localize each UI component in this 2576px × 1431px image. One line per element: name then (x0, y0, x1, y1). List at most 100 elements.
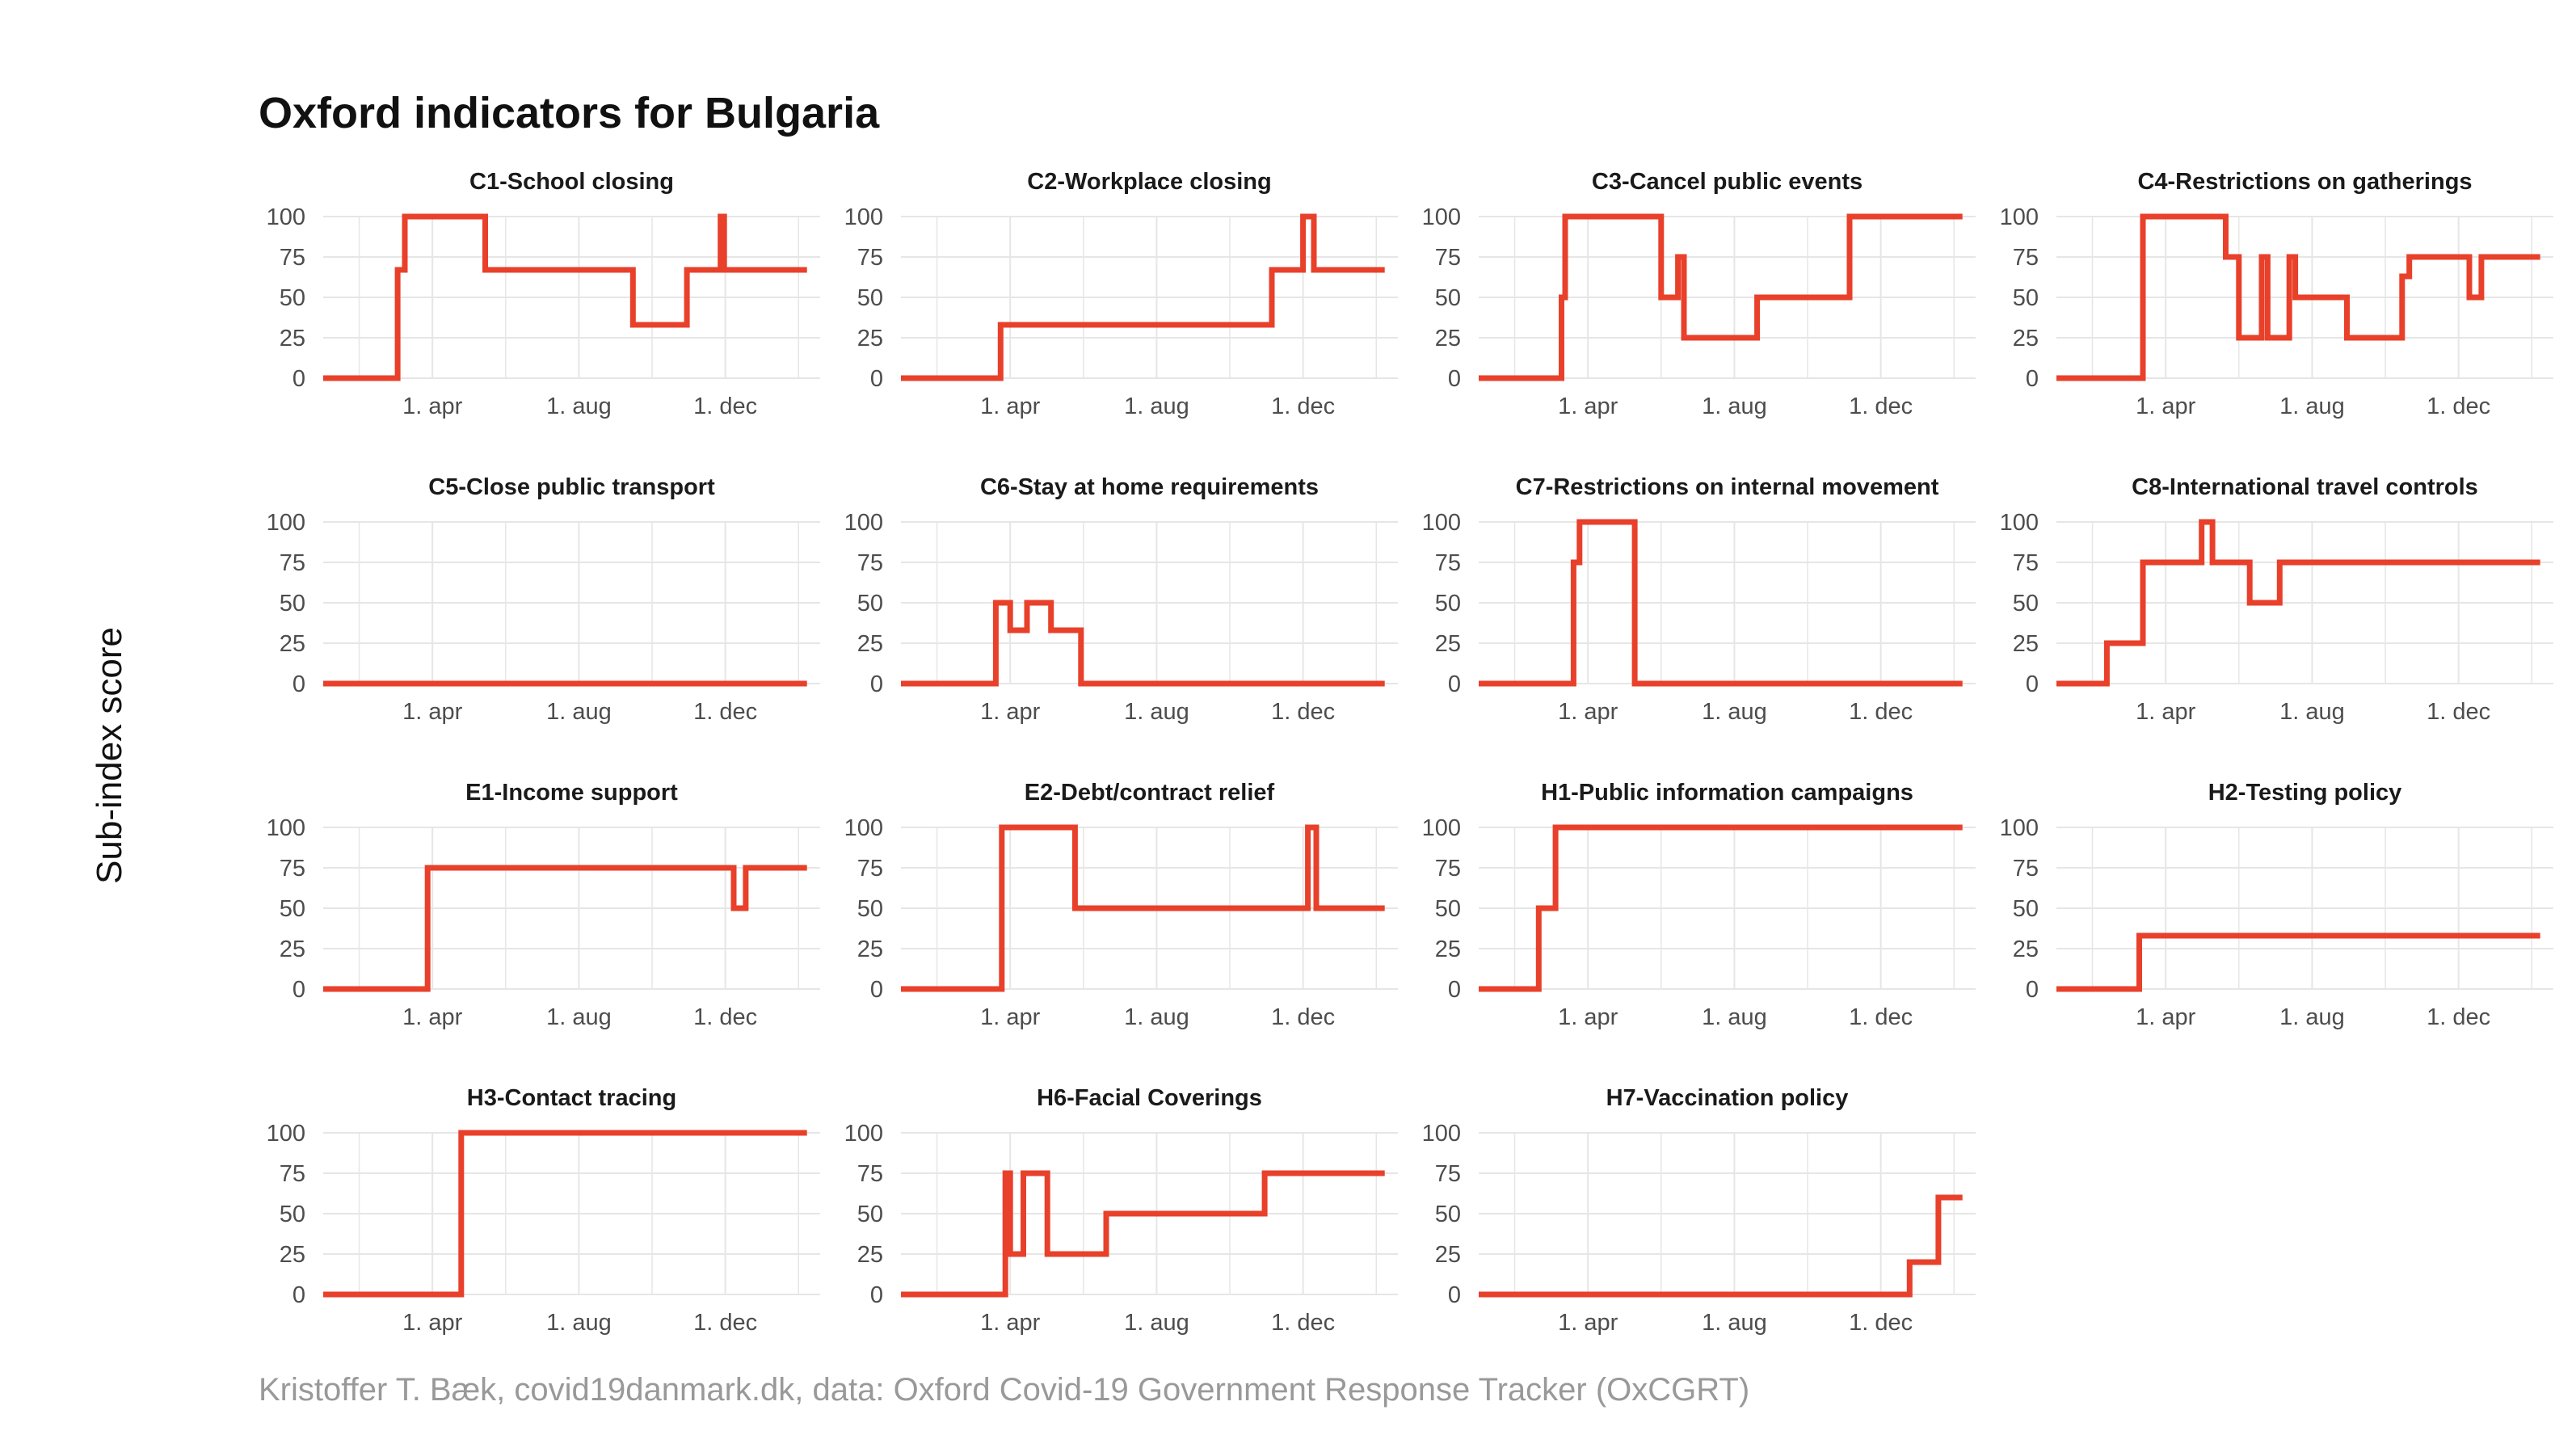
y-tick-label: 75 (2013, 856, 2039, 882)
x-tick-label: 1. apr (980, 1004, 1040, 1030)
y-tick-label: 50 (2013, 285, 2039, 311)
y-tick-label: 100 (267, 1121, 305, 1147)
series-line (323, 1130, 807, 1298)
y-tick-label: 0 (293, 671, 305, 697)
facet-panel: C6-Stay at home requirements 0 25 50 75 100 1.… (844, 474, 1398, 725)
y-tick-label: 0 (2026, 366, 2039, 392)
y-tick-label: 25 (2013, 936, 2039, 962)
x-tick-label: 1. apr (1558, 1004, 1618, 1030)
y-tick-label: 0 (870, 977, 883, 1003)
y-tick-label: 50 (857, 896, 883, 922)
y-tick-label: 75 (857, 245, 883, 271)
y-tick-label: 50 (857, 285, 883, 311)
x-tick-label: 1. aug (546, 1310, 612, 1336)
x-tick-label: 1. aug (1702, 1004, 1767, 1030)
facet-title: E1-Income support (465, 780, 678, 806)
x-tick-label: 1. dec (2427, 699, 2490, 725)
y-tick-label: 100 (2000, 204, 2039, 230)
y-tick-label: 25 (1435, 936, 1461, 962)
x-tick-label: 1. aug (2279, 1004, 2345, 1030)
y-tick-label: 25 (857, 936, 883, 962)
caption: Kristoffer T. Bæk, covid19danmark.dk, da… (259, 1372, 1749, 1408)
y-tick-label: 25 (1435, 631, 1461, 657)
y-tick-label: 75 (857, 1161, 883, 1187)
series-line (901, 600, 1385, 687)
facet-panel: C7-Restrictions on internal movement 0 25 5… (1422, 474, 1976, 725)
y-tick-label: 100 (1422, 815, 1461, 841)
x-tick-label: 1. dec (1271, 1004, 1335, 1030)
series-line (323, 213, 807, 381)
y-tick-label: 75 (280, 550, 305, 576)
y-tick-label: 100 (2000, 815, 2039, 841)
y-axis-label: Sub-index score (90, 627, 129, 884)
facet-panel: E1-Income support 0 25 50 75 100 1. apr 1. aug 1… (267, 780, 820, 1030)
y-tick-label: 100 (844, 510, 883, 536)
y-tick-label: 50 (1435, 896, 1461, 922)
facet-title: H2-Testing policy (2208, 780, 2402, 806)
facet-panel: C4-Restrictions on gatherings 0 25 50 75 100 1… (2000, 169, 2553, 419)
x-tick-label: 1. apr (980, 394, 1040, 419)
facet-panel: C5-Close public transport 0 25 50 75 100 1. ap… (267, 474, 820, 725)
y-tick-label: 0 (2026, 977, 2039, 1003)
y-tick-label: 0 (870, 671, 883, 697)
x-tick-label: 1. dec (693, 1310, 757, 1336)
y-tick-label: 25 (857, 631, 883, 657)
series-line (2056, 519, 2540, 687)
facet-title: C8-International travel controls (2132, 474, 2478, 500)
y-tick-label: 100 (1422, 204, 1461, 230)
y-tick-label: 75 (857, 550, 883, 576)
y-tick-label: 0 (1448, 671, 1461, 697)
x-tick-label: 1. aug (546, 699, 612, 725)
x-tick-label: 1. dec (693, 394, 757, 419)
y-tick-label: 75 (280, 245, 305, 271)
y-tick-label: 0 (293, 366, 305, 392)
y-tick-label: 50 (280, 591, 305, 617)
x-tick-label: 1. apr (980, 699, 1040, 725)
y-tick-label: 100 (267, 510, 305, 536)
x-tick-label: 1. dec (2427, 1004, 2490, 1030)
y-tick-label: 50 (2013, 896, 2039, 922)
facet-title: H1-Public information campaigns (1541, 780, 1913, 806)
facet-panel: H3-Contact tracing 0 25 50 75 100 1. apr 1. aug… (267, 1085, 820, 1336)
y-tick-label: 75 (2013, 245, 2039, 271)
facet-panel: H2-Testing policy 0 25 50 75 100 1. apr 1. aug 1… (2000, 780, 2553, 1030)
y-tick-label: 0 (1448, 366, 1461, 392)
y-tick-label: 0 (2026, 671, 2039, 697)
x-tick-label: 1. dec (2427, 394, 2490, 419)
y-tick-label: 100 (1422, 510, 1461, 536)
series-line (1479, 1194, 1963, 1298)
facet-title: H3-Contact tracing (467, 1085, 676, 1111)
series-line (901, 213, 1385, 381)
series-line (2056, 932, 2540, 992)
facet-title: E2-Debt/contract relief (1025, 780, 1275, 806)
y-tick-label: 25 (280, 326, 305, 351)
x-tick-label: 1. apr (402, 394, 462, 419)
facet-title: C5-Close public transport (428, 474, 715, 500)
y-tick-label: 100 (844, 204, 883, 230)
facet-panel: H1-Public information campaigns 0 25 50 75 10… (1422, 780, 1976, 1030)
y-tick-label: 75 (280, 1161, 305, 1187)
facet-panel: H6-Facial Coverings 0 25 50 75 100 1. apr 1. au… (844, 1085, 1398, 1336)
x-tick-label: 1. apr (402, 1310, 462, 1336)
y-tick-label: 25 (280, 936, 305, 962)
x-tick-label: 1. apr (1558, 1310, 1618, 1336)
x-tick-label: 1. dec (1271, 1310, 1335, 1336)
y-tick-label: 50 (1435, 1202, 1461, 1227)
x-tick-label: 1. aug (1124, 394, 1189, 419)
y-tick-label: 0 (870, 1282, 883, 1308)
x-tick-label: 1. dec (1271, 699, 1335, 725)
y-tick-label: 25 (280, 1242, 305, 1268)
y-tick-label: 25 (2013, 631, 2039, 657)
y-tick-label: 50 (1435, 591, 1461, 617)
y-tick-label: 25 (857, 1242, 883, 1268)
x-tick-label: 1. apr (402, 699, 462, 725)
y-tick-label: 25 (280, 631, 305, 657)
chart-title: Oxford indicators for Bulgaria (259, 89, 880, 137)
x-tick-label: 1. apr (402, 1004, 462, 1030)
series-line (323, 865, 807, 992)
facet-title: C1-School closing (469, 169, 674, 195)
y-tick-label: 0 (1448, 977, 1461, 1003)
facet-grid: C1-School closing 0 25 50 75 100 1. apr 1. aug 1… (267, 169, 2553, 1336)
series-line (901, 824, 1385, 992)
y-tick-label: 50 (2013, 591, 2039, 617)
